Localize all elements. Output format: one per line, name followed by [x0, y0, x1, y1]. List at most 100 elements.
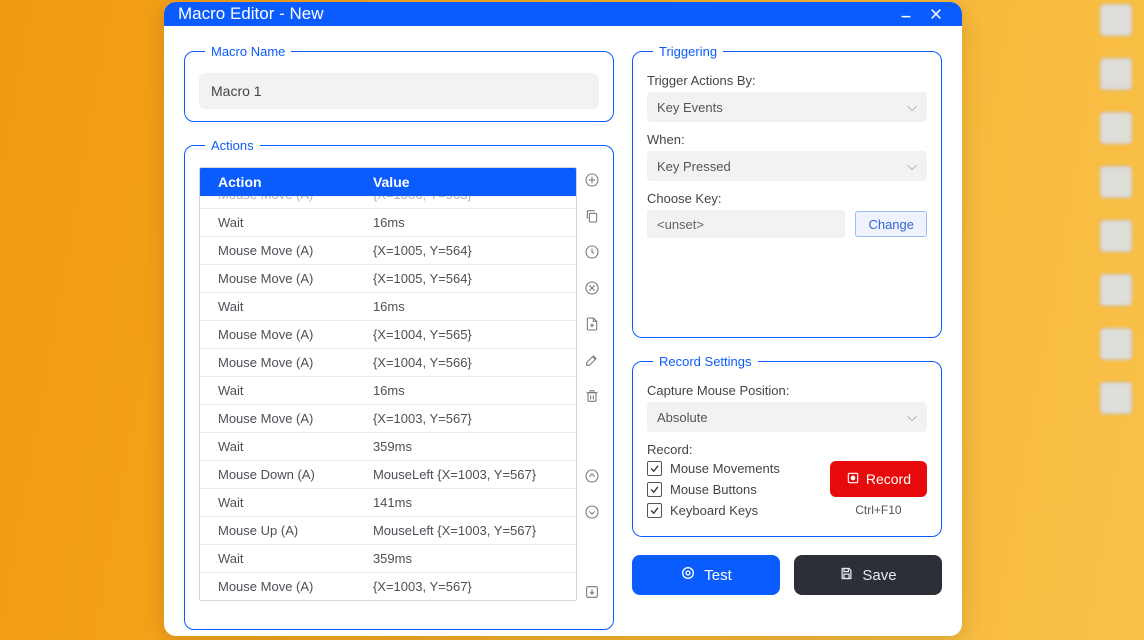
cell-value: {X=1004, Y=566}	[373, 355, 576, 370]
table-row[interactable]: Mouse Move (A){X=1005, Y=564}	[200, 237, 576, 265]
chevron-down-icon: ⌵	[907, 158, 917, 174]
cell-action: Mouse Move (A)	[200, 579, 373, 594]
actions-group: Actions Action Value Mouse Move (A){X=10…	[184, 138, 614, 630]
check-keyboard-keys[interactable]: Keyboard Keys	[647, 503, 822, 518]
trigger-by-label: Trigger Actions By:	[647, 73, 927, 88]
column-action: Action	[200, 174, 373, 190]
target-icon	[680, 565, 696, 585]
cell-value: MouseLeft {X=1003, Y=567}	[373, 523, 576, 538]
test-button-label: Test	[704, 567, 732, 584]
test-button[interactable]: Test	[632, 555, 780, 595]
check-label: Mouse Movements	[670, 461, 780, 476]
cell-action: Mouse Move (A)	[200, 271, 373, 286]
record-shortcut: Ctrl+F10	[855, 503, 901, 517]
cell-value: {X=1003, Y=567}	[373, 411, 576, 426]
add-action-button[interactable]	[581, 169, 603, 191]
save-icon	[839, 566, 854, 585]
desktop-icons	[1092, 4, 1140, 636]
cell-value: 16ms	[373, 215, 576, 230]
cell-action: Mouse Move (A)	[200, 327, 373, 342]
cell-value: {X=1005, Y=564}	[373, 271, 576, 286]
export-button[interactable]	[581, 581, 603, 603]
edit-action-button[interactable]	[581, 349, 603, 371]
table-row[interactable]: Mouse Up (A)MouseLeft {X=1003, Y=567}	[200, 517, 576, 545]
cell-value: 16ms	[373, 383, 576, 398]
move-down-button[interactable]	[581, 501, 603, 523]
column-value: Value	[373, 174, 576, 190]
when-select[interactable]: Key Pressed ⌵	[647, 151, 927, 181]
move-up-button[interactable]	[581, 465, 603, 487]
table-row[interactable]: Mouse Move (A){X=1006, Y=563}	[200, 196, 576, 209]
table-row[interactable]: Mouse Move (A){X=1004, Y=565}	[200, 321, 576, 349]
cell-value: 359ms	[373, 439, 576, 454]
cell-action: Wait	[200, 495, 373, 510]
cell-action: Mouse Move (A)	[200, 411, 373, 426]
table-row[interactable]: Wait359ms	[200, 433, 576, 461]
titlebar[interactable]: Macro Editor - New	[164, 2, 962, 26]
cell-action: Mouse Down (A)	[200, 467, 373, 482]
insert-file-button[interactable]	[581, 313, 603, 335]
table-row[interactable]: Mouse Move (A){X=1005, Y=564}	[200, 265, 576, 293]
history-button[interactable]	[581, 241, 603, 263]
chevron-down-icon: ⌵	[907, 409, 917, 425]
actions-table: Action Value Mouse Move (A){X=1006, Y=56…	[199, 167, 577, 601]
delete-action-button[interactable]	[581, 385, 603, 407]
triggering-group: Triggering Trigger Actions By: Key Event…	[632, 44, 942, 338]
cell-action: Wait	[200, 215, 373, 230]
save-button[interactable]: Save	[794, 555, 942, 595]
check-mouse-buttons[interactable]: Mouse Buttons	[647, 482, 822, 497]
change-key-button[interactable]: Change	[855, 211, 927, 237]
record-settings-group: Record Settings Capture Mouse Position: …	[632, 354, 942, 537]
table-row[interactable]: Mouse Down (A)MouseLeft {X=1003, Y=567}	[200, 461, 576, 489]
record-label: Record:	[647, 442, 927, 457]
when-label: When:	[647, 132, 927, 147]
choose-key-label: Choose Key:	[647, 191, 927, 206]
cell-value: 359ms	[373, 551, 576, 566]
record-button[interactable]: Record	[830, 461, 927, 497]
check-mouse-movements[interactable]: Mouse Movements	[647, 461, 822, 476]
cell-value: {X=1005, Y=564}	[373, 243, 576, 258]
macro-name-group: Macro Name	[184, 44, 614, 122]
actions-table-header: Action Value	[200, 168, 576, 196]
cell-action: Mouse Up (A)	[200, 523, 373, 538]
minimize-button[interactable]	[894, 2, 918, 26]
table-row[interactable]: Mouse Move (A){X=1003, Y=567}	[200, 405, 576, 433]
capture-position-select[interactable]: Absolute ⌵	[647, 402, 927, 432]
actions-table-body[interactable]: Mouse Move (A){X=1006, Y=563}Wait16msMou…	[200, 196, 576, 600]
capture-position-value: Absolute	[657, 410, 708, 425]
table-row[interactable]: Mouse Move (A){X=1003, Y=567}	[200, 573, 576, 600]
remove-action-button[interactable]	[581, 277, 603, 299]
checkbox-icon	[647, 482, 662, 497]
triggering-legend: Triggering	[653, 44, 723, 59]
macro-editor-window: Macro Editor - New Macro Name Actions Ac…	[164, 2, 962, 636]
copy-action-button[interactable]	[581, 205, 603, 227]
cell-action: Mouse Move (A)	[200, 196, 373, 202]
cell-action: Wait	[200, 299, 373, 314]
close-button[interactable]	[924, 2, 948, 26]
macro-name-input[interactable]	[199, 73, 599, 109]
table-row[interactable]: Wait16ms	[200, 377, 576, 405]
record-settings-legend: Record Settings	[653, 354, 758, 369]
checkbox-icon	[647, 461, 662, 476]
trigger-key-value: <unset>	[657, 217, 704, 232]
table-row[interactable]: Wait359ms	[200, 545, 576, 573]
cell-action: Mouse Move (A)	[200, 355, 373, 370]
footer-buttons: Test Save	[632, 555, 942, 595]
macro-name-legend: Macro Name	[205, 44, 291, 59]
cell-action: Wait	[200, 439, 373, 454]
table-row[interactable]: Mouse Move (A){X=1004, Y=566}	[200, 349, 576, 377]
save-button-label: Save	[862, 567, 896, 584]
cell-value: MouseLeft {X=1003, Y=567}	[373, 467, 576, 482]
cell-action: Wait	[200, 383, 373, 398]
cell-value: 16ms	[373, 299, 576, 314]
trigger-by-select[interactable]: Key Events ⌵	[647, 92, 927, 122]
trigger-by-value: Key Events	[657, 100, 723, 115]
window-title: Macro Editor - New	[178, 4, 323, 24]
cell-value: {X=1003, Y=567}	[373, 579, 576, 594]
table-row[interactable]: Wait16ms	[200, 293, 576, 321]
chevron-down-icon: ⌵	[907, 99, 917, 115]
when-value: Key Pressed	[657, 159, 731, 174]
table-row[interactable]: Wait16ms	[200, 209, 576, 237]
cell-value: 141ms	[373, 495, 576, 510]
table-row[interactable]: Wait141ms	[200, 489, 576, 517]
